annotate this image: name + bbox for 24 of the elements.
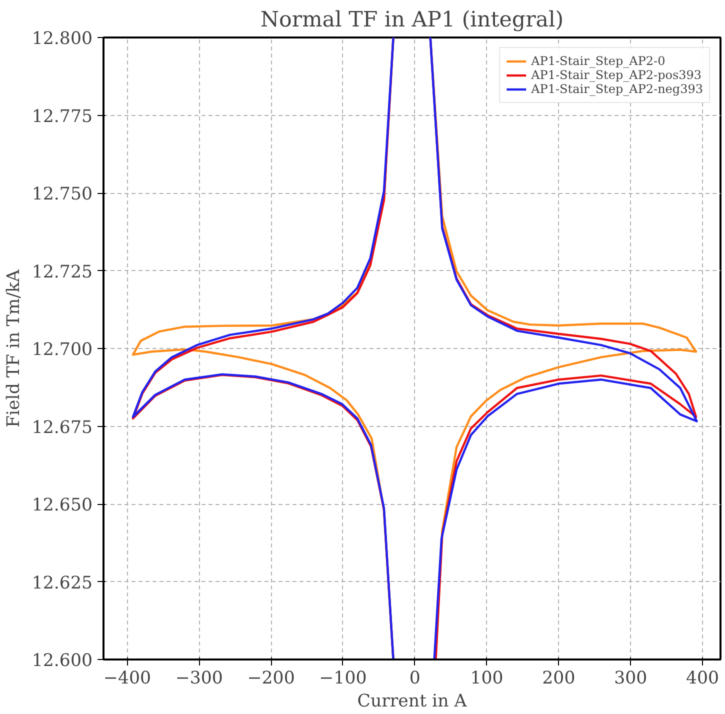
y-tick-label: 12.675 <box>32 418 93 438</box>
y-tick-label: 12.625 <box>32 573 93 594</box>
y-tick-label: 12.800 <box>32 29 93 49</box>
y-tick-label: 12.700 <box>32 340 93 360</box>
x-axis-title: Current in A <box>357 692 468 712</box>
x-tick-label: −100 <box>319 668 367 688</box>
x-tick-label: 0 <box>409 668 420 688</box>
x-tick-label: 300 <box>614 668 648 688</box>
legend-label: AP1-Stair_Step_AP2-pos393 <box>531 68 702 82</box>
x-tick-label: −300 <box>175 668 223 688</box>
x-tick-label: −200 <box>247 668 295 688</box>
chart-title: Normal TF in AP1 (integral) <box>260 8 564 32</box>
x-tick-label: 200 <box>542 668 576 688</box>
y-tick-label: 12.650 <box>32 496 93 516</box>
x-tick-label: −400 <box>103 668 152 688</box>
y-tick-label: 12.775 <box>32 106 93 127</box>
legend-label: AP1-Stair_Step_AP2-0 <box>531 54 666 68</box>
y-axis-title: Field TF in Tm/kA <box>4 268 24 428</box>
x-tick-label: 100 <box>470 668 504 688</box>
y-tick-label: 12.600 <box>32 651 93 671</box>
legend-label: AP1-Stair_Step_AP2-neg393 <box>531 82 703 96</box>
y-tick-label: 12.725 <box>32 262 93 282</box>
x-tick-label: 400 <box>686 668 720 688</box>
y-tick-label: 12.750 <box>32 184 93 204</box>
